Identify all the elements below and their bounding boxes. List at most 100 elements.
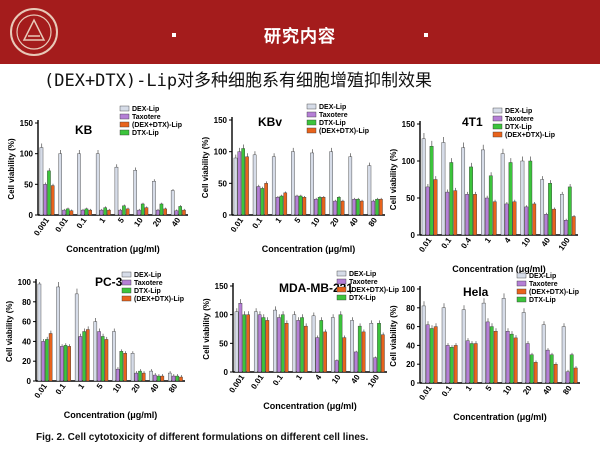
bar--dex-dtx-lip (245, 156, 249, 216)
bar-taxotere (171, 375, 176, 382)
legend-swatch (121, 295, 132, 302)
figure-caption: Fig. 2. Cell cytotoxicity of different f… (36, 432, 369, 443)
bar-dtx-lip (260, 188, 265, 216)
bar-dtx-lip (338, 314, 343, 373)
x-tick-label: 5 (116, 216, 126, 225)
y-axis-title: Cell viability (%) (201, 136, 210, 198)
bar-dex-lip (541, 324, 546, 384)
x-tick-label: 40 (349, 373, 362, 386)
panel-title: 4T1 (462, 115, 483, 129)
bar-dex-lip (56, 286, 60, 382)
bar-dtx-lip (138, 370, 142, 382)
y-tick-label: 80 (406, 304, 415, 313)
legend-swatch (492, 115, 503, 122)
bar-taxotere (485, 321, 490, 384)
bar-dtx-lip (336, 197, 341, 216)
x-tick-label: 0.1 (251, 216, 265, 231)
x-axis-title: Concentration (μg/ml) (262, 244, 356, 254)
bar--dex-dtx-lip (141, 372, 146, 382)
legend-label: (DEX+DTX)-Lip (505, 132, 555, 139)
bullet-right-icon (424, 33, 428, 37)
bar-dex-lip (560, 194, 564, 236)
bar-dex-lip (421, 138, 426, 236)
x-tick-label: 4 (313, 373, 323, 382)
bar-taxotere (275, 197, 280, 216)
bar--dex-dtx-lip (302, 197, 307, 216)
x-tick-label: 1 (483, 236, 493, 245)
x-tick-label: 1 (464, 384, 474, 393)
bar-taxotere (294, 195, 299, 216)
x-tick-label: 5 (484, 384, 494, 393)
bar-dtx-lip (569, 354, 574, 384)
bar-taxotere (334, 360, 339, 373)
bar-dex-lip (112, 331, 116, 382)
bar--dex-dtx-lip (513, 337, 518, 384)
legend-label: Taxotere (529, 281, 558, 288)
bar--dex-dtx-lip (533, 362, 538, 384)
bar-dtx-lip (100, 336, 105, 382)
bar-dtx-lip (140, 203, 145, 216)
bar-taxotere (373, 357, 377, 373)
bar-taxotere (277, 317, 281, 373)
bar-taxotere (134, 372, 139, 382)
y-tick-label: 100 (214, 148, 228, 157)
bar-dtx-lip (47, 170, 51, 216)
bullet-left-icon (172, 33, 176, 37)
y-tick-label: 50 (219, 339, 228, 348)
legend-label: DTX-Lip (529, 297, 556, 304)
x-tick-label: 80 (167, 382, 180, 395)
bar-dex-lip (291, 151, 295, 216)
x-tick-label: 1 (97, 216, 107, 225)
legend-label: DEX-Lip (349, 271, 376, 278)
x-tick-label: 0.01 (229, 216, 246, 234)
legend-swatch (306, 119, 317, 126)
bar-taxotere (425, 186, 430, 236)
legend-swatch (306, 127, 317, 134)
legend-swatch (492, 131, 503, 138)
bar--dex-dtx-lip (50, 185, 55, 216)
bar--dex-dtx-lip (381, 334, 385, 373)
bar-dtx-lip (317, 197, 322, 216)
bar-dtx-lip (84, 208, 89, 216)
bar-dtx-lip (528, 160, 533, 236)
bar-taxotere (445, 191, 450, 236)
bar-taxotere (563, 219, 568, 236)
bar-dex-lip (37, 283, 42, 382)
x-tick-label: 20 (151, 216, 164, 229)
bar-taxotere (237, 151, 242, 216)
bar-dtx-lip (82, 331, 86, 382)
bar--dex-dtx-lip (265, 320, 270, 373)
legend-label: DEX-Lip (319, 104, 346, 111)
bar-taxotere (43, 184, 47, 216)
bar-taxotere (99, 209, 104, 216)
legend-swatch (336, 270, 347, 277)
bar--dex-dtx-lip (144, 207, 149, 216)
legend-swatch (516, 288, 527, 295)
x-tick-label: 40 (148, 382, 161, 395)
bar-dtx-lip (178, 206, 182, 216)
bar-dex-lip (561, 326, 566, 384)
slide-headline: (DEX+DTX)-Lip对多种细胞系有细胞增殖抑制效果 (44, 71, 433, 91)
x-tick-label: 0.01 (33, 382, 50, 400)
legend-label: DTX-Lip (319, 120, 346, 127)
bar-taxotere (352, 198, 356, 216)
bar-dex-lip (367, 165, 372, 216)
bar--dex-dtx-lip (283, 192, 288, 216)
bar-dtx-lip (449, 347, 454, 384)
y-tick-label: 100 (402, 157, 416, 166)
legend-label: DEX-Lip (505, 108, 532, 115)
x-tick-label: 1 (294, 373, 304, 382)
y-tick-label: 150 (20, 119, 34, 128)
y-tick-label: 100 (20, 150, 34, 159)
y-tick-label: 0 (29, 211, 34, 220)
x-tick-label: 0.4 (459, 236, 473, 251)
y-tick-label: 150 (214, 116, 228, 125)
legend-swatch (121, 279, 132, 286)
legend-swatch (516, 296, 527, 303)
bar-dex-lip (481, 302, 486, 384)
bar--dex-dtx-lip (69, 210, 74, 216)
bar-dtx-lip (529, 354, 534, 384)
bar-dex-lip (540, 179, 545, 236)
bar--dex-dtx-lip (160, 375, 165, 382)
